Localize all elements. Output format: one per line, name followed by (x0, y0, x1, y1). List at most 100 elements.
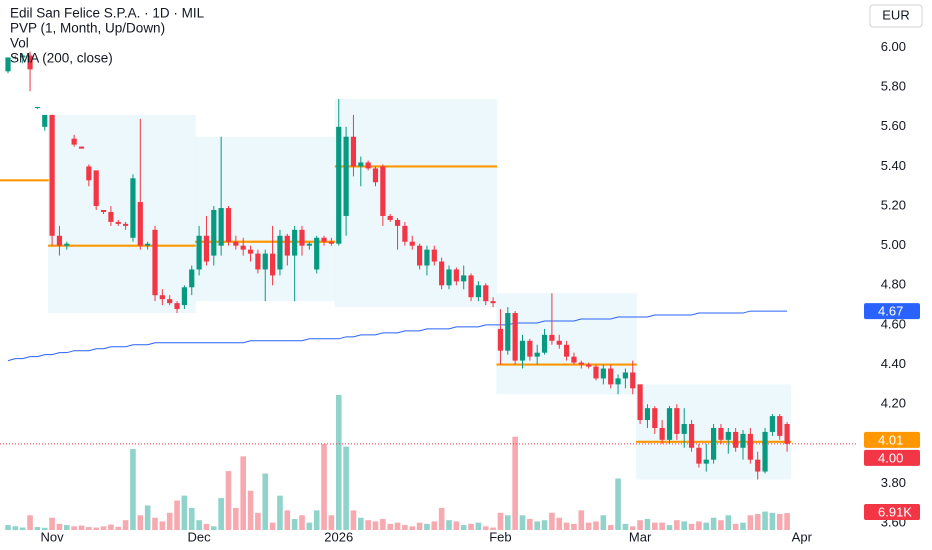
profile-box (48, 114, 196, 314)
candle-body (674, 408, 680, 434)
legend-sma[interactable]: SMA (200, close) (10, 51, 113, 66)
volume-bar (754, 514, 761, 530)
candle-body (123, 223, 129, 226)
volume-bar (350, 510, 357, 530)
candle-body (64, 243, 70, 246)
candle-body (358, 162, 364, 167)
volume-bar (652, 522, 658, 530)
plot-area (0, 51, 858, 530)
sma-badge-bg (864, 303, 920, 320)
candle-body (130, 178, 136, 238)
candle-body (372, 168, 379, 183)
volume-bar (86, 527, 92, 530)
candle-body (784, 424, 790, 444)
candle-body (725, 431, 731, 440)
volume-bar (196, 520, 202, 530)
volume-bar (93, 527, 99, 530)
candle-body (86, 166, 92, 181)
y-tick-label: 4.20 (881, 396, 906, 411)
volume-bar (725, 515, 732, 530)
candle-body (652, 408, 658, 428)
candle-body (78, 146, 85, 149)
volume-bar (159, 521, 166, 530)
volume-bar (475, 522, 482, 530)
candle-body (615, 378, 621, 385)
volume-bar (108, 524, 114, 530)
candle-body (461, 275, 467, 282)
poc-badge: 4.01 (878, 432, 903, 447)
volume-bar (578, 510, 585, 530)
volume-badge-bg (864, 504, 920, 521)
candle-body (292, 229, 298, 256)
volume-bar (313, 510, 320, 530)
volume-bar (328, 515, 335, 530)
candle-body (233, 241, 239, 246)
volume-bar (615, 478, 621, 530)
x-tick-label: 2026 (324, 529, 353, 544)
volume-bar (424, 523, 430, 530)
candle-body (189, 269, 195, 288)
candle-body (247, 249, 254, 254)
volume-bar (732, 523, 739, 530)
candle-body (630, 372, 636, 389)
candle-body (34, 106, 40, 108)
volume-bar (306, 522, 313, 530)
volume-bar (556, 517, 563, 530)
volume-bar (64, 525, 70, 530)
currency-box[interactable] (869, 4, 923, 28)
candle-body (159, 295, 165, 300)
x-tick-label: Nov (41, 529, 65, 544)
candle-body (512, 313, 518, 361)
candle-body (497, 328, 504, 351)
volume-bar (137, 515, 144, 530)
candle-body (262, 253, 268, 270)
volume-bar (166, 512, 173, 530)
candle-body (578, 362, 584, 365)
candle-body (453, 269, 459, 282)
candle-body (409, 241, 415, 246)
volume-bar (563, 522, 570, 530)
volume-bar (71, 526, 77, 530)
volume-bar (600, 515, 607, 530)
candle-body (490, 301, 496, 304)
candle-body (240, 245, 246, 250)
volume-bar (497, 512, 504, 530)
volume-bar (460, 525, 467, 530)
volume-bar (659, 522, 665, 530)
candle-body (145, 243, 151, 246)
candle-body (27, 55, 33, 70)
candle-body (622, 372, 628, 379)
legend-pvp[interactable]: PVP (1, Month, Up/Down) (10, 21, 165, 36)
candle-body (600, 368, 606, 379)
volume-bar (490, 527, 496, 530)
y-tick-label: 5.20 (881, 197, 906, 212)
volume-bar (299, 515, 305, 530)
candle-body (769, 416, 775, 432)
y-tick-label: 5.00 (881, 237, 906, 252)
candle-body (203, 235, 210, 262)
candle-body (71, 138, 77, 145)
chart-title[interactable]: Edil San Felice S.P.A. · 1D · MIL (10, 6, 205, 21)
candle-body (505, 313, 511, 351)
volume-bar (321, 444, 327, 530)
volume-bar (34, 527, 41, 530)
candle-body (703, 459, 709, 464)
candle-body (270, 253, 276, 276)
y-tick-label: 4.80 (881, 277, 906, 292)
candle-body (181, 287, 187, 306)
volume-bar (5, 525, 11, 530)
volume-bar (56, 523, 63, 530)
volume-bar (262, 473, 269, 530)
candle-body (365, 162, 371, 169)
volume-bar (269, 522, 276, 530)
volume-bar (527, 518, 533, 530)
candle-body (740, 433, 746, 448)
volume-bar (710, 517, 717, 530)
candle-body (446, 269, 452, 286)
volume-bar (453, 521, 460, 530)
candle-body (564, 344, 570, 357)
y-tick-label: 6.00 (881, 39, 906, 54)
volume-bar (41, 527, 48, 530)
candle-body (115, 221, 121, 224)
legend-volume[interactable]: Vol (10, 36, 29, 51)
